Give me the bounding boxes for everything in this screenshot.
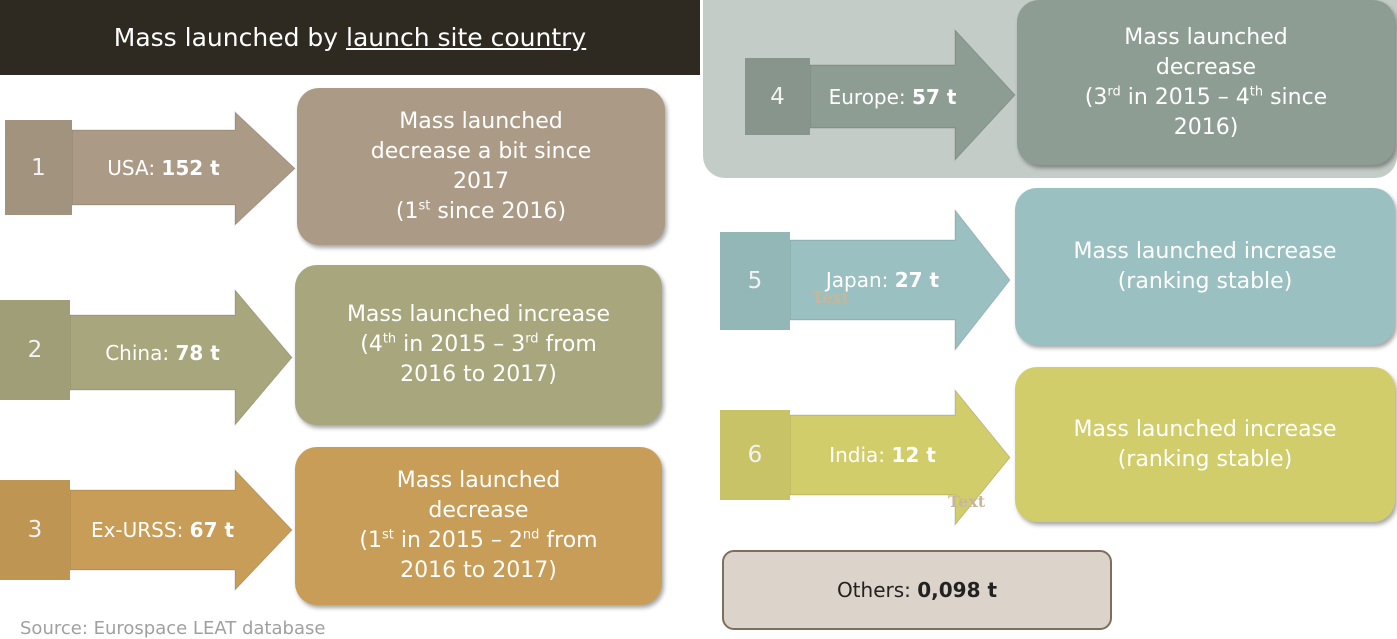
arrow-label: China: 78 t (70, 315, 255, 390)
title-link: launch site country (346, 23, 587, 52)
rank-box: 2 (0, 300, 70, 400)
rank-box: 5 (720, 232, 790, 330)
description-line: decrease a bit since (371, 137, 591, 167)
description-line: Mass launched increase (347, 300, 610, 330)
description-text: in 2015 – 2 (393, 528, 523, 553)
description-text: (ranking stable) (1117, 268, 1293, 294)
description-line: Mass launched (1124, 23, 1287, 53)
description-line: (3rd in 2015 – 4th since (1085, 83, 1327, 113)
rank-box: 1 (5, 120, 72, 215)
description-text: Mass launched increase (1073, 238, 1337, 264)
description-text: 2017 (453, 168, 509, 194)
arrow-label: Ex-URSS: 67 t (70, 490, 255, 570)
description-text: Mass launched (399, 108, 563, 134)
description-text: 2016 to 2017) (400, 558, 557, 583)
others-value: 0,098 t (917, 578, 998, 602)
description-text: (ranking stable) (1117, 446, 1293, 472)
description-box: Mass launched increase (ranking stable) (1015, 367, 1395, 522)
description-text: decrease a bit since (370, 138, 592, 164)
description-box: Mass launched decrease (3rd in 2015 – 4th … (1017, 0, 1395, 165)
description-text: decrease (1155, 54, 1257, 80)
arrow (69, 288, 293, 427)
description-text: (1 (359, 528, 382, 553)
item-label: China: (105, 340, 176, 365)
description-box: Mass launched decrease a bit since 2017 (1s… (297, 88, 665, 245)
others-label: Others: (836, 578, 918, 602)
description-box: Mass launched increase (4th in 2015 – 3rd… (295, 265, 662, 425)
item-value: 67 t (189, 518, 235, 542)
description-text: Mass launched increase (1073, 416, 1337, 442)
item-value: 12 t (891, 443, 936, 467)
description-box: Mass launched decrease (1st in 2015 – 2nd … (295, 447, 662, 605)
description-line: (ranking stable) (1118, 267, 1293, 297)
description-line: Mass launched (399, 107, 562, 137)
arrow (809, 28, 1016, 162)
arrow (69, 468, 293, 592)
title-bar: Mass launched by launch site country (0, 0, 700, 75)
item-value: 57 t (912, 84, 957, 109)
description-text: st (382, 527, 394, 543)
others-box: Others: 0,098 t (722, 550, 1112, 630)
item-label: Ex-URSS: (90, 518, 190, 542)
description-text: nd (522, 527, 540, 543)
source: Source: Eurospace LEAT database (20, 618, 326, 639)
description-text: Mass launched (1124, 24, 1288, 50)
description-line: Mass launched increase (1073, 415, 1336, 445)
description-text: th (382, 331, 397, 347)
description-line: (4th in 2015 – 3rd from (360, 330, 597, 360)
description-line: (ranking stable) (1118, 445, 1293, 475)
description-text: th (1249, 84, 1264, 100)
description-line: decrease (428, 496, 528, 526)
description-text: from (539, 528, 598, 553)
rank-box: 6 (720, 410, 790, 500)
item-value: 152 t (161, 155, 220, 180)
description-line: 2016) (1174, 113, 1239, 143)
description-text: (4 (360, 332, 383, 357)
description-line: 2016 to 2017) (400, 360, 557, 390)
description-text: (3 (1084, 84, 1108, 110)
description-line: 2017 (453, 167, 509, 197)
rank-box: 4 (745, 58, 810, 135)
title-prefix: Mass launched by (113, 23, 347, 52)
description-text: 2016 to 2017) (400, 362, 557, 387)
description-line: Mass launched increase (1073, 237, 1336, 267)
item-value: 27 t (894, 268, 940, 292)
description-text: rd (1107, 84, 1121, 100)
description-line: decrease (1156, 53, 1256, 83)
description-text: since (1263, 84, 1328, 110)
arrow (789, 388, 1011, 527)
arrow-label: USA: 152 t (72, 130, 255, 205)
arrow-label: India: 12 t (790, 415, 975, 495)
item-label: Japan: (825, 268, 895, 292)
description-line: 2016 to 2017) (400, 556, 557, 586)
description-text: rd (525, 331, 539, 347)
description-text: (1 (395, 198, 419, 224)
description-text: st (418, 198, 431, 214)
arrow (71, 110, 296, 227)
description-text: Mass launched increase (346, 302, 611, 327)
description-line: (1st since 2016) (396, 197, 566, 227)
placeholder: Text (812, 288, 850, 307)
item-label: USA: (107, 155, 162, 180)
arrow (789, 208, 1011, 352)
rank-box: 3 (0, 480, 70, 580)
description-text: decrease (428, 498, 529, 523)
placeholder: Text (948, 492, 986, 511)
description-text: in 2015 – 3 (396, 332, 526, 357)
description-line: (1st in 2015 – 2nd from (359, 526, 597, 556)
item-label: India: (829, 443, 892, 467)
description-text: in 2015 – 4 (1120, 84, 1250, 110)
arrow-label: Europe: 57 t (810, 65, 975, 128)
item-value: 78 t (175, 340, 220, 365)
description-text: 2016) (1173, 114, 1239, 140)
description-box: Mass launched increase (ranking stable) (1015, 188, 1395, 345)
description-line: Mass launched (397, 466, 560, 496)
arrow-label: Japan: 27 t (790, 240, 975, 320)
description-text: since 2016) (430, 198, 567, 224)
description-text: Mass launched (396, 468, 561, 493)
description-text: from (538, 332, 597, 357)
item-label: Europe: (828, 84, 913, 109)
